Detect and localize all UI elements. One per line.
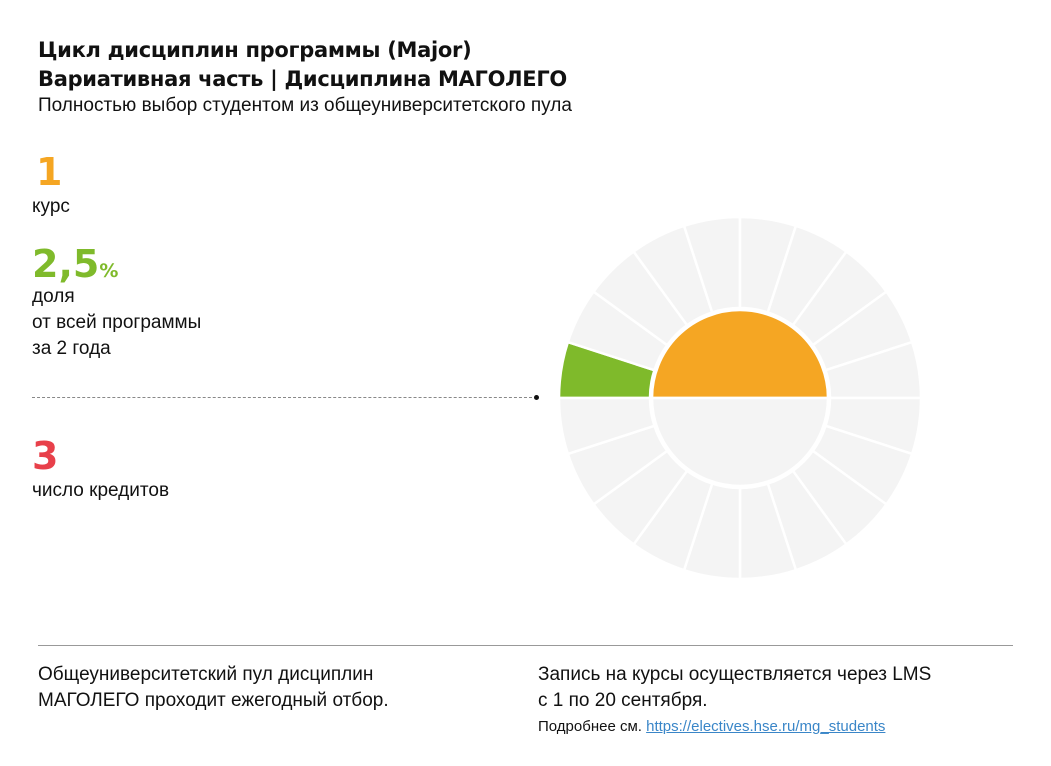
footer-right-line: Запись на курсы осуществляется через LMS <box>538 664 932 685</box>
share-label: доля от всей программы за 2 года <box>32 284 201 362</box>
course-label: курс <box>32 196 70 217</box>
footer-left: Общеуниверситетский пул дисциплин МАГОЛЕ… <box>38 662 389 714</box>
share-number: 2,5 <box>32 242 100 286</box>
leader-line <box>32 397 532 398</box>
subtitle: Полностью выбор студентом из общеуниверс… <box>38 95 572 116</box>
share-segment <box>557 396 656 456</box>
footer-right-line: с 1 по 20 сентября. <box>538 690 708 711</box>
credits-value: 3 <box>32 434 59 478</box>
footer-left-line: МАГОЛЕГО проходит ежегодный отбор. <box>38 690 389 711</box>
title-line-1: Цикл дисциплин программы (Major) <box>38 38 472 62</box>
divider <box>38 645 1013 646</box>
footer-left-line: Общеуниверситетский пул дисциплин <box>38 664 374 685</box>
course-value: 1 <box>36 150 63 194</box>
share-value: 2,5% <box>32 244 118 291</box>
year-segment-highlighted <box>650 308 830 400</box>
footer-right: Запись на курсы осуществляется через LMS… <box>538 662 931 740</box>
share-label-line: за 2 года <box>32 338 111 359</box>
leader-dot <box>534 395 539 400</box>
year-segment <box>650 396 830 488</box>
share-label-line: от всей программы <box>32 312 202 333</box>
share-unit: % <box>99 260 119 282</box>
page-title: Цикл дисциплин программы (Major) Вариати… <box>38 36 567 94</box>
credits-label: число кредитов <box>32 480 170 501</box>
electives-link[interactable]: https://electives.hse.ru/mg_students <box>646 718 886 735</box>
more-label: Подробнее см. <box>538 718 642 735</box>
title-line-2: Вариативная часть | Дисциплина МАГОЛЕГО <box>38 67 567 91</box>
share-label-line: доля <box>32 286 75 307</box>
